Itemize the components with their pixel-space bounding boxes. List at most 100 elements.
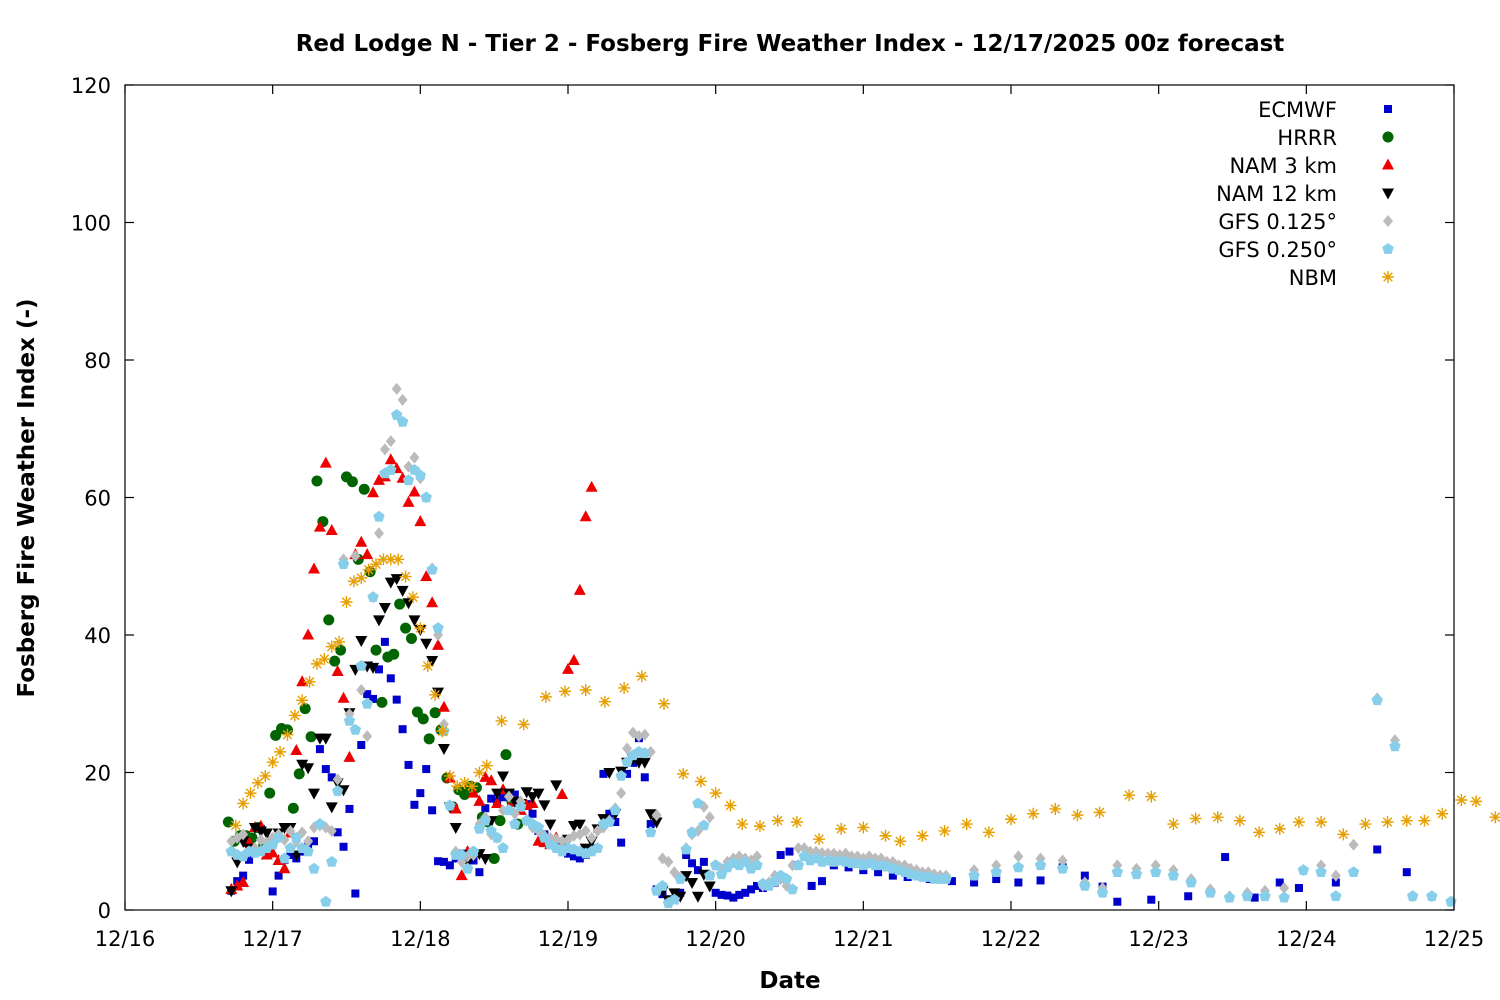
data-point (724, 799, 737, 812)
data-point (421, 659, 434, 672)
data-point (340, 596, 353, 608)
data-point (704, 869, 716, 881)
data-point (1093, 806, 1106, 819)
data-point (467, 786, 480, 798)
data-point (1189, 812, 1202, 825)
data-point (346, 476, 358, 488)
data-point (573, 583, 586, 595)
data-point (1348, 838, 1359, 851)
data-point (562, 662, 574, 674)
x-tick-label: 12/24 (1276, 927, 1337, 951)
data-point (319, 456, 332, 468)
data-point (429, 688, 442, 701)
data-point (355, 659, 367, 671)
x-tick-label: 12/18 (390, 927, 451, 951)
data-point (392, 695, 401, 704)
data-point (355, 535, 368, 547)
data-point (739, 855, 751, 867)
legend-marker (1382, 158, 1394, 170)
data-point (414, 515, 427, 527)
data-point (1297, 864, 1310, 875)
data-point (680, 871, 693, 883)
x-tick-label: 12/21 (833, 927, 894, 951)
data-point (1049, 802, 1062, 815)
data-point (414, 469, 427, 481)
data-point (598, 695, 611, 708)
data-point (245, 855, 254, 864)
data-point (1223, 891, 1236, 903)
data-point (579, 684, 592, 696)
data-point (350, 549, 361, 562)
data-point (780, 873, 793, 884)
data-point (396, 415, 409, 427)
y-tick-label: 120 (71, 74, 111, 98)
data-point (682, 851, 691, 859)
data-point (639, 728, 650, 741)
data-point (674, 873, 686, 884)
data-point (332, 773, 343, 786)
data-point (311, 475, 323, 487)
data-point (333, 828, 342, 837)
data-point (1489, 811, 1500, 824)
data-point (455, 849, 468, 860)
data-point (618, 681, 631, 694)
data-point (559, 685, 572, 698)
data-point (325, 802, 338, 814)
data-point (1150, 866, 1162, 878)
data-point (656, 879, 669, 891)
data-point (302, 845, 314, 857)
data-point (293, 768, 305, 780)
data-point (380, 637, 389, 646)
data-point (372, 615, 385, 627)
data-point (1211, 811, 1224, 824)
data-point (417, 713, 429, 725)
data-point (1259, 890, 1271, 902)
data-point (1233, 814, 1246, 827)
data-point (960, 818, 973, 831)
data-point (1436, 807, 1449, 820)
data-point (729, 893, 738, 902)
data-point (358, 483, 370, 495)
x-tick-label: 12/22 (981, 927, 1042, 951)
data-point (420, 570, 433, 582)
data-point (264, 787, 276, 799)
data-point (916, 829, 929, 842)
data-point (573, 819, 586, 831)
data-point (385, 464, 397, 475)
data-point (308, 562, 321, 574)
data-point (674, 891, 687, 903)
y-tick-label: 80 (84, 349, 111, 373)
data-point (238, 828, 249, 841)
data-point (1292, 816, 1305, 828)
data-point (384, 553, 397, 566)
data-point (345, 804, 354, 813)
data-point (940, 873, 952, 884)
data-point (1445, 895, 1457, 907)
data-point (1359, 818, 1372, 831)
data-point (635, 670, 648, 683)
data-point (1315, 816, 1328, 828)
data-point (455, 869, 468, 881)
data-point (363, 690, 372, 699)
data-point (879, 829, 892, 842)
data-point (391, 409, 403, 420)
data-point (491, 788, 504, 800)
data-point (303, 675, 316, 688)
data-point (326, 855, 338, 867)
data-point (369, 694, 378, 703)
data-point (355, 571, 368, 584)
data-point (385, 435, 396, 448)
data-point (384, 577, 397, 589)
data-point (432, 638, 445, 650)
data-point (260, 828, 273, 840)
data-point (248, 823, 261, 834)
data-point (497, 842, 509, 853)
data-point (321, 765, 330, 774)
data-point (638, 757, 651, 769)
data-point (266, 846, 279, 858)
data-point (1315, 866, 1327, 878)
data-point (473, 822, 486, 834)
data-point (1123, 789, 1136, 802)
data-point (286, 851, 295, 859)
